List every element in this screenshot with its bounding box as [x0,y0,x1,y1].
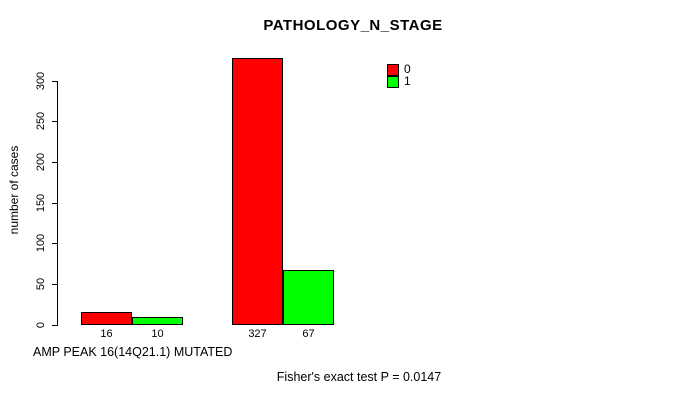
y-tick [52,243,57,244]
y-tick [52,121,57,122]
bar-1-group1 [132,317,183,325]
y-tick [52,203,57,204]
bar-value-label: 327 [248,328,267,340]
y-tick [52,81,57,82]
legend-entry: 0 [387,62,411,76]
legend-swatch [387,63,399,76]
legend-swatch [387,75,399,88]
legend-label: 0 [404,62,411,76]
y-axis-line [57,81,58,326]
y-tick [52,284,57,285]
bar-value-label: 16 [100,328,113,340]
bar-1-group2 [283,270,334,325]
stat-annotation: Fisher's exact test P = 0.0147 [276,370,442,384]
y-tick [52,162,57,163]
bar-value-label: 67 [302,328,315,340]
legend-entry: 1 [387,74,411,88]
legend-label: 1 [404,74,411,88]
bar-0-group2 [232,58,283,325]
bar-value-label: 10 [151,328,164,340]
bar-0-group1 [81,312,132,325]
y-tick [52,325,57,326]
x-axis-caption: AMP PEAK 16(14Q21.1) MUTATED [33,345,233,359]
chart-title: PATHOLOGY_N_STAGE [263,17,443,34]
